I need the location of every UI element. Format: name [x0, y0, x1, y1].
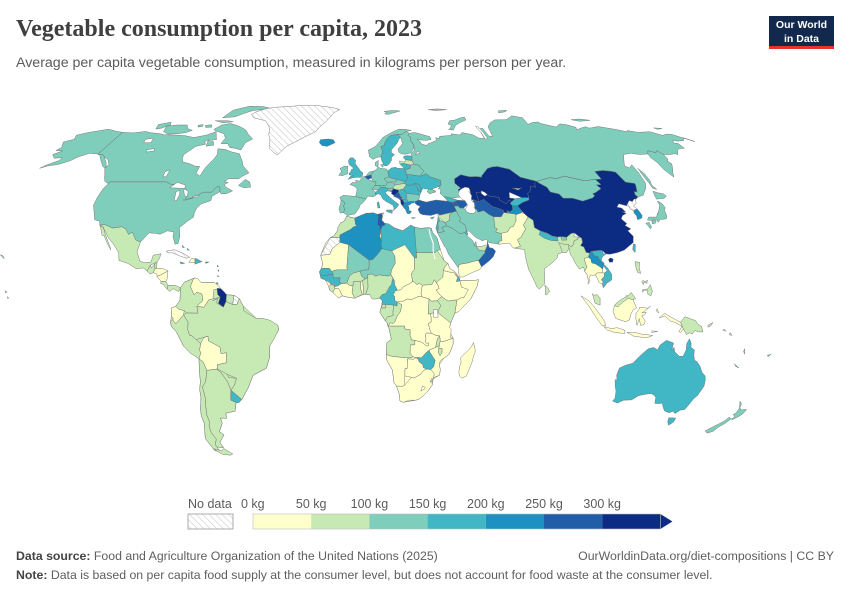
svg-text:0 kg: 0 kg [241, 497, 265, 511]
svg-text:No data: No data [188, 497, 232, 511]
svg-text:100 kg: 100 kg [351, 497, 389, 511]
svg-text:250 kg: 250 kg [525, 497, 563, 511]
svg-text:300 kg: 300 kg [583, 497, 621, 511]
svg-text:50 kg: 50 kg [296, 497, 327, 511]
svg-text:150 kg: 150 kg [409, 497, 447, 511]
svg-text:200 kg: 200 kg [467, 497, 505, 511]
